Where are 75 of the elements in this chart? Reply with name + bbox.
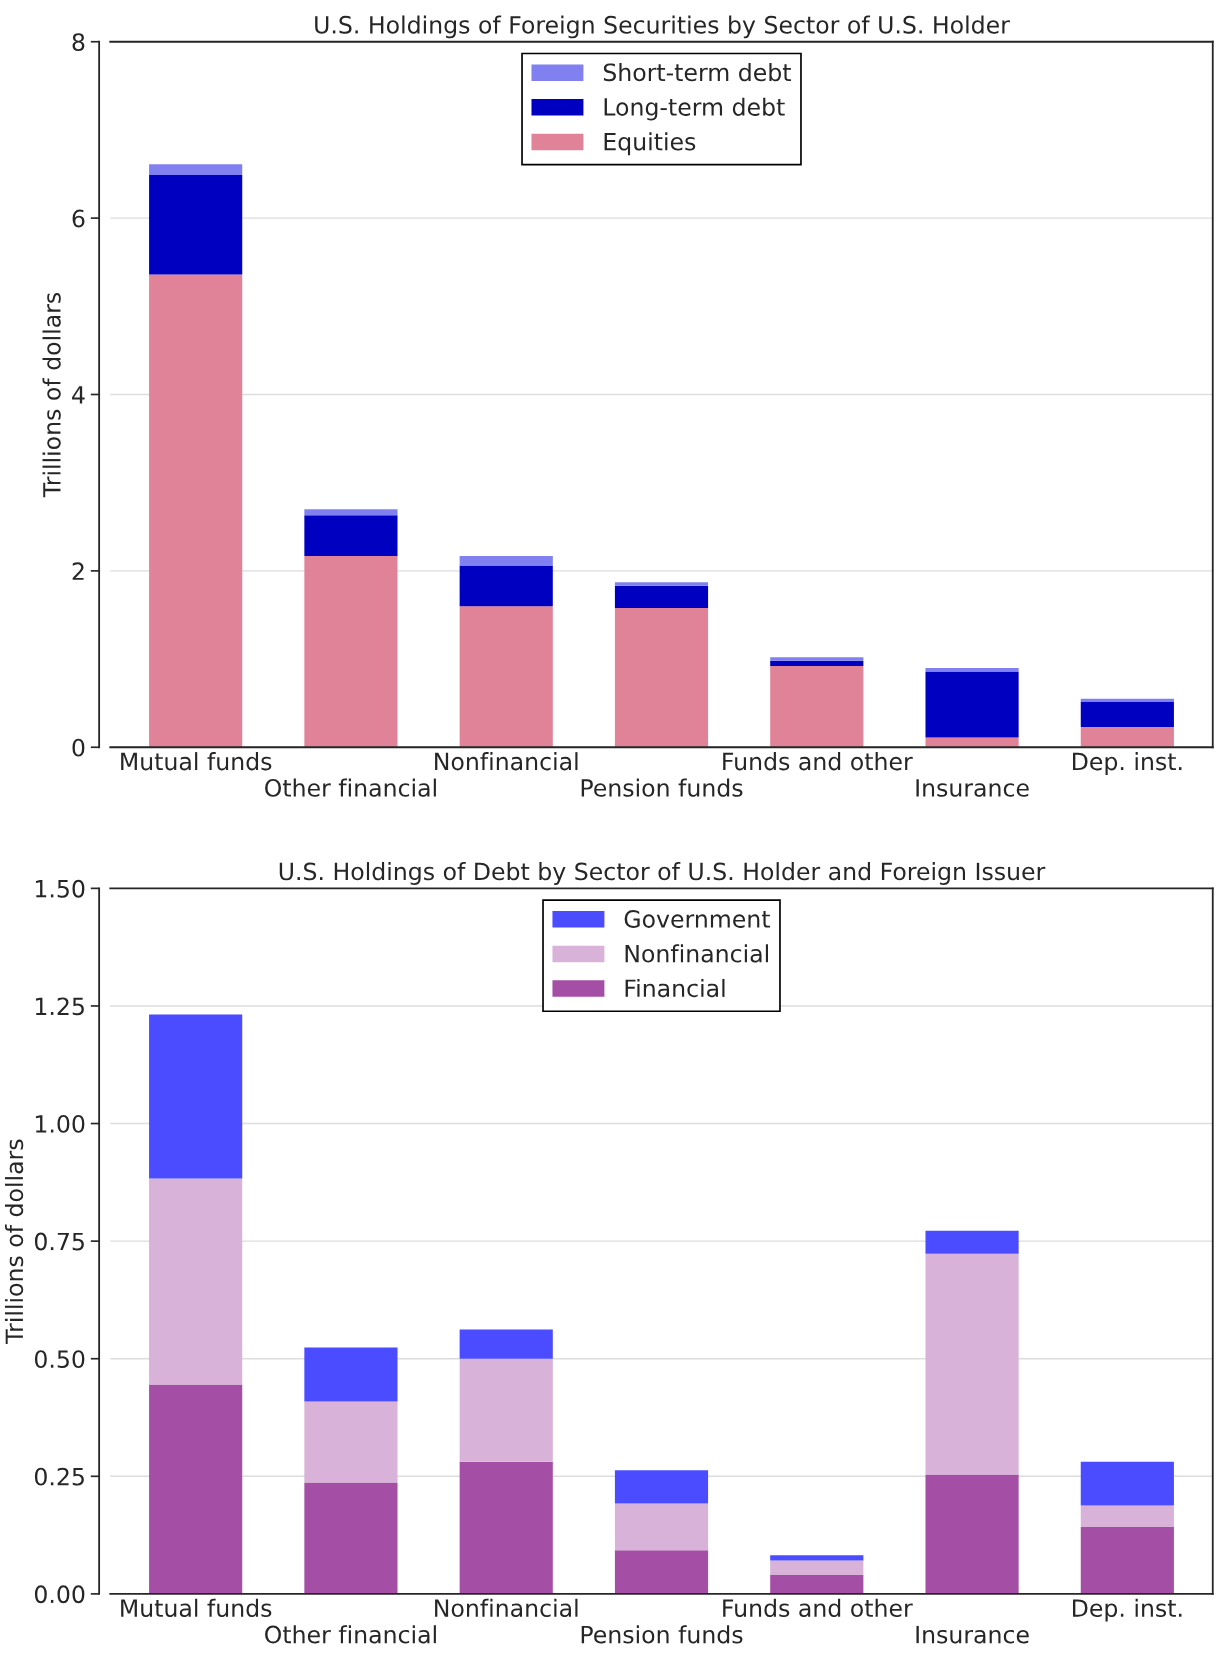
y-tick-label: 1.50 bbox=[35, 879, 85, 898]
bar bbox=[304, 515, 398, 556]
bar bbox=[770, 666, 864, 748]
y-tick-label: 2 bbox=[72, 562, 84, 580]
bar bbox=[770, 660, 864, 667]
bar bbox=[1080, 1505, 1174, 1528]
bar bbox=[770, 1555, 864, 1561]
legend-label: Government bbox=[624, 910, 770, 928]
bar bbox=[459, 565, 553, 607]
legend-label: Nonfinancial bbox=[625, 944, 768, 963]
chart-title: U.S. Holdings of Debt by Sector of U.S. Holder and Foreign Issuer bbox=[279, 862, 1046, 885]
y-tick-label: 0.25 bbox=[34, 1467, 84, 1486]
bar bbox=[925, 1253, 1019, 1475]
bar bbox=[149, 1014, 243, 1179]
y-tick-label: 8 bbox=[72, 33, 85, 52]
bar bbox=[614, 1470, 709, 1504]
legend-label: Equities bbox=[604, 132, 696, 156]
bar bbox=[304, 1347, 398, 1402]
bar bbox=[304, 1482, 398, 1594]
bar bbox=[925, 1230, 1019, 1254]
bar bbox=[459, 1329, 553, 1359]
x-tick-label: Funds and other bbox=[723, 752, 913, 771]
x-tick-label: Nonfinancial bbox=[435, 752, 578, 771]
x-tick-label: Dep. inst. bbox=[1073, 752, 1182, 775]
x-tick-label: Funds and other bbox=[723, 1598, 913, 1618]
x-tick-label: Insurance bbox=[916, 1625, 1029, 1644]
bar bbox=[614, 1550, 709, 1594]
bar bbox=[614, 1503, 709, 1551]
x-tick-label: Pension funds bbox=[581, 1625, 743, 1644]
x-tick-label: Nonfinancial bbox=[435, 1598, 578, 1618]
x-tick-label: Other financial bbox=[265, 778, 436, 797]
bar bbox=[149, 164, 243, 175]
y-tick-label: 0 bbox=[72, 738, 85, 757]
x-tick-label: Mutual funds bbox=[121, 1598, 272, 1618]
bar bbox=[614, 607, 709, 748]
bar bbox=[459, 1461, 553, 1594]
bar bbox=[614, 585, 709, 608]
chart-title: U.S. Holdings of Foreign Securities by Sector of U.S. Holder bbox=[315, 15, 1010, 39]
bar bbox=[304, 509, 398, 516]
bar bbox=[925, 671, 1019, 738]
y-tick-label: 0.00 bbox=[34, 1585, 85, 1604]
bar bbox=[459, 555, 553, 566]
y-tick-label: 6 bbox=[72, 209, 85, 228]
x-tick-label: Insurance bbox=[916, 779, 1029, 797]
y-axis-title: Trillions of dollars bbox=[4, 1139, 24, 1344]
bar bbox=[770, 657, 864, 661]
y-tick-label: 0.75 bbox=[34, 1232, 84, 1251]
legend-label: Financial bbox=[625, 978, 725, 998]
bar bbox=[1080, 1461, 1174, 1506]
legend-label: Short-term debt bbox=[603, 62, 791, 82]
bar bbox=[1080, 1527, 1174, 1594]
y-tick-label: 4 bbox=[72, 386, 85, 404]
bar bbox=[149, 1178, 243, 1385]
bar bbox=[1080, 726, 1174, 748]
bar bbox=[304, 555, 398, 748]
y-tick-label: 1.25 bbox=[35, 997, 84, 1016]
x-tick-label: Pension funds bbox=[581, 778, 743, 797]
bar bbox=[614, 582, 709, 586]
bar bbox=[1080, 701, 1174, 727]
bar bbox=[149, 1384, 243, 1594]
bar bbox=[925, 1474, 1019, 1594]
x-tick-label: Mutual funds bbox=[121, 752, 272, 771]
bar bbox=[304, 1401, 398, 1483]
bar bbox=[770, 1575, 864, 1594]
y-axis-title: Trillions of dollars bbox=[42, 292, 61, 498]
x-tick-label: Dep. inst. bbox=[1073, 1598, 1182, 1622]
bar bbox=[149, 174, 243, 275]
x-tick-label: Other financial bbox=[265, 1625, 436, 1644]
bar bbox=[770, 1560, 864, 1576]
y-tick-label: 1.00 bbox=[35, 1114, 85, 1133]
legend-label: Long-term debt bbox=[604, 97, 785, 121]
bar bbox=[459, 606, 553, 748]
bar bbox=[459, 1358, 553, 1462]
bar bbox=[149, 274, 243, 748]
y-tick-label: 0.50 bbox=[34, 1350, 85, 1369]
